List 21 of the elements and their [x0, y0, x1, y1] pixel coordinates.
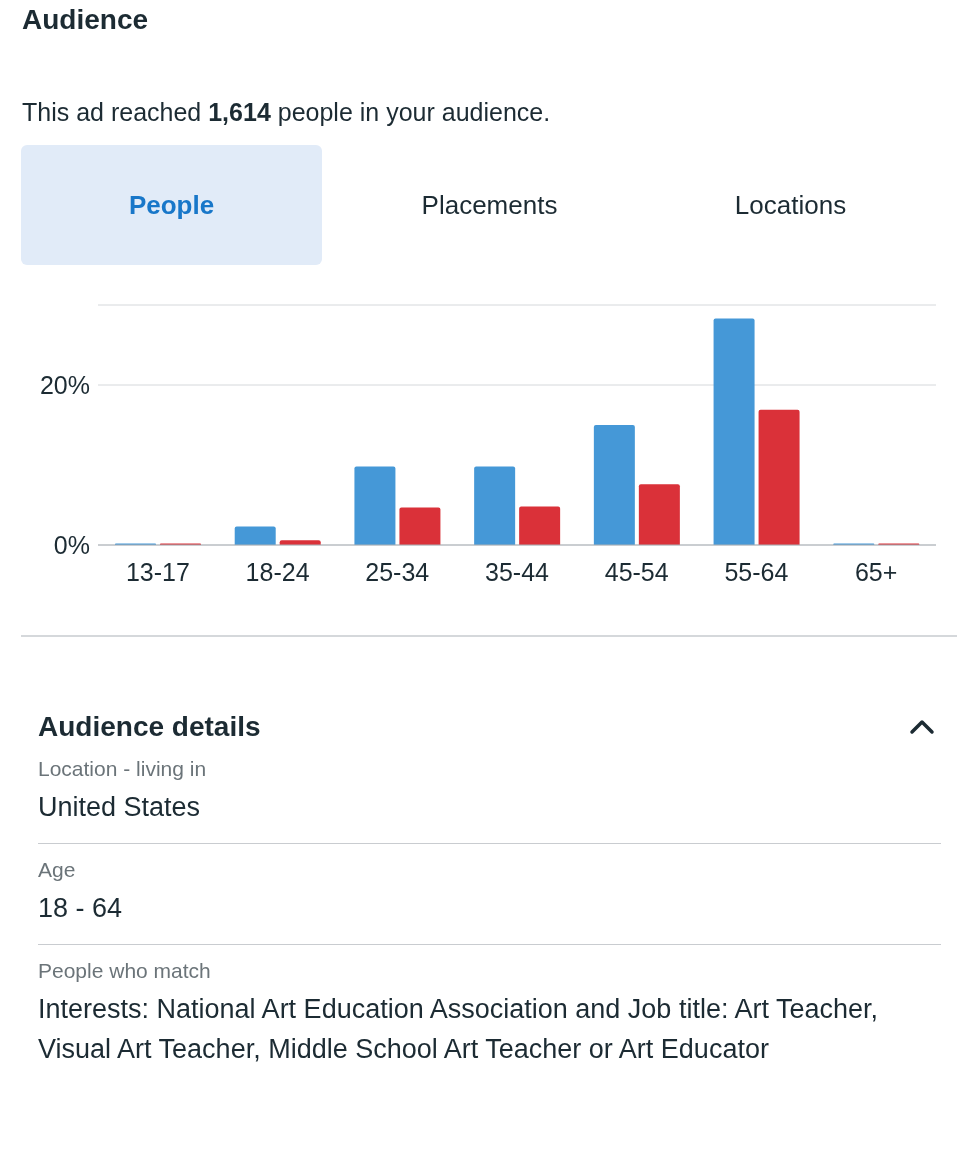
x-tick-label: 18-24 [245, 557, 310, 586]
x-tick-label: 65+ [854, 557, 898, 586]
x-tick-label: 45-54 [604, 557, 669, 586]
text: Audience details [38, 711, 261, 743]
text: Placements [420, 188, 559, 222]
text: Age [38, 858, 77, 882]
x-tick-label: 13-17 [125, 557, 190, 586]
text: People who match [38, 959, 212, 983]
chart-title: Audience [22, 4, 150, 36]
y-tick-label: 20% [39, 370, 90, 399]
text: Location - living in [38, 757, 208, 781]
y-tick-label: 0% [53, 530, 90, 559]
text: People [21, 145, 322, 265]
x-tick-label: 35-44 [485, 557, 550, 586]
text: Interests: National Art Education Association and Job title: Art Teacher, Visual Art Teacher, Middle School Art Teacher or Art Educator [38, 993, 879, 1066]
x-tick-label: 25-34 [365, 557, 430, 586]
text: 18 - 64 [38, 892, 124, 925]
x-tick-label: 55-64 [724, 557, 789, 586]
text: Locations [733, 188, 848, 222]
chart-subtitle: This ad reached 1,614 people in your audience. [22, 98, 551, 126]
text: United States [38, 791, 202, 824]
